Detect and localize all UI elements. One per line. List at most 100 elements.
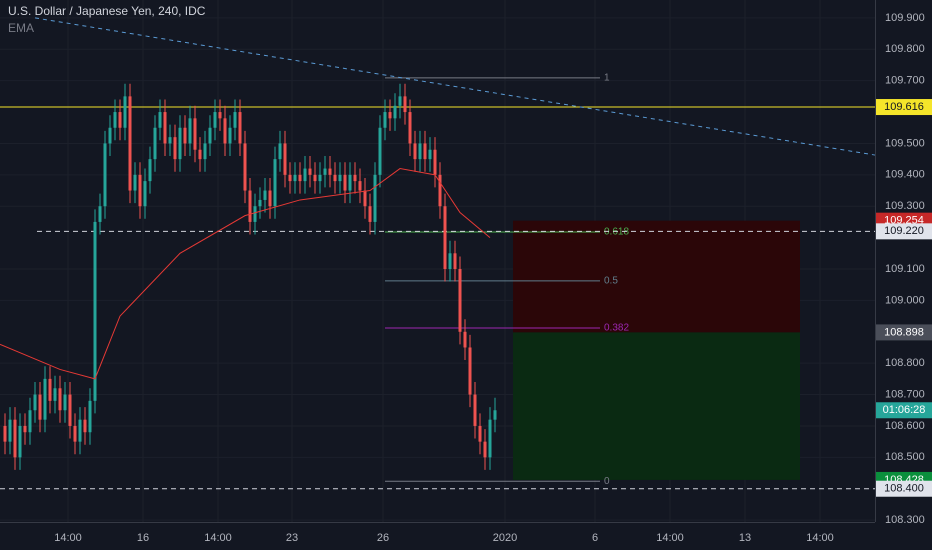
candle-body bbox=[298, 174, 302, 182]
fib-label: 1 bbox=[604, 72, 610, 83]
candle-body bbox=[373, 174, 377, 222]
candle-body bbox=[158, 112, 162, 128]
candle-body bbox=[193, 118, 197, 150]
candle-body bbox=[168, 137, 172, 144]
candle-body bbox=[483, 441, 487, 458]
background-layer bbox=[513, 220, 800, 480]
price-tag: 109.220 bbox=[884, 225, 924, 237]
candle-body bbox=[23, 425, 27, 433]
fib-label: 0.618 bbox=[604, 227, 629, 238]
candle-body bbox=[428, 149, 432, 160]
candle-body bbox=[233, 112, 237, 128]
fib-label: 0.382 bbox=[604, 323, 629, 334]
candle-body bbox=[28, 410, 32, 433]
price-tag: 109.616 bbox=[884, 101, 924, 113]
candle-body bbox=[398, 96, 402, 106]
candle-body bbox=[58, 388, 62, 411]
x-tick-label: 26 bbox=[377, 532, 389, 544]
candle-body bbox=[33, 394, 37, 411]
candle-body bbox=[433, 149, 437, 175]
candle-body bbox=[313, 174, 317, 182]
candle-body bbox=[408, 112, 412, 144]
y-tick-label: 108.600 bbox=[885, 420, 925, 432]
candle-body bbox=[13, 419, 17, 458]
ema-line bbox=[0, 168, 491, 380]
candle-body bbox=[413, 143, 417, 160]
candle-body bbox=[328, 168, 332, 175]
candle-body bbox=[213, 112, 217, 128]
candle-body bbox=[63, 394, 67, 411]
candle-body bbox=[273, 159, 277, 207]
candle-body bbox=[138, 174, 142, 207]
y-tick-label: 109.100 bbox=[885, 263, 925, 275]
candle-body bbox=[198, 149, 202, 160]
candle-body bbox=[148, 159, 152, 182]
x-tick-label: 14:00 bbox=[54, 532, 82, 544]
price-tag: 108.400 bbox=[884, 483, 924, 495]
y-tick-label: 108.300 bbox=[885, 514, 925, 526]
candle-body bbox=[288, 174, 292, 182]
candle-body bbox=[443, 206, 447, 270]
candle-body bbox=[143, 181, 147, 207]
x-tick-label: 23 bbox=[286, 532, 298, 544]
candle-body bbox=[358, 181, 362, 191]
entry-tag: 108.898 bbox=[884, 326, 924, 338]
candle-body bbox=[133, 174, 137, 191]
candle-body bbox=[83, 419, 87, 433]
candle-body bbox=[153, 127, 157, 160]
stop-zone bbox=[513, 220, 800, 333]
candle-body bbox=[203, 143, 207, 160]
candle-body bbox=[88, 400, 92, 433]
y-tick-label: 109.300 bbox=[885, 200, 925, 212]
countdown-tag: 01:06:28 bbox=[883, 404, 926, 416]
candle-body bbox=[363, 190, 367, 207]
candle-body bbox=[228, 127, 232, 144]
candle-body bbox=[403, 96, 407, 113]
candle-body bbox=[338, 174, 342, 182]
candle-body bbox=[323, 168, 327, 175]
candle-body bbox=[78, 419, 82, 442]
x-tick-label: 2020 bbox=[493, 532, 517, 544]
candle-body bbox=[53, 388, 57, 401]
y-tick-label: 109.800 bbox=[885, 43, 925, 55]
candle-body bbox=[48, 378, 52, 401]
candle-body bbox=[218, 112, 222, 119]
candle-body bbox=[453, 253, 457, 270]
x-tick-label: 6 bbox=[592, 532, 598, 544]
y-tick-label: 109.400 bbox=[885, 169, 925, 181]
candle-body bbox=[348, 174, 352, 191]
x-tick-label: 13 bbox=[739, 532, 751, 544]
price-tag-bg bbox=[876, 223, 932, 240]
candle-body bbox=[488, 419, 492, 458]
y-tick-label: 108.700 bbox=[885, 388, 925, 400]
candle-body bbox=[223, 118, 227, 144]
candle-body bbox=[293, 174, 297, 182]
price-tag-bg bbox=[876, 99, 932, 116]
candle-body bbox=[3, 425, 7, 442]
candle-body bbox=[493, 410, 497, 420]
candle-body bbox=[268, 190, 272, 207]
candle-body bbox=[253, 206, 257, 222]
candle-body bbox=[18, 425, 22, 458]
candle-body bbox=[458, 269, 462, 332]
candle-body bbox=[38, 394, 42, 420]
candle-body bbox=[163, 112, 167, 144]
entry-tag-bg bbox=[876, 324, 932, 341]
candle-body bbox=[208, 127, 212, 144]
candle-body bbox=[318, 174, 322, 182]
candle-body bbox=[68, 394, 72, 426]
candle-body bbox=[303, 168, 307, 182]
candle-body bbox=[248, 190, 252, 222]
y-tick-label: 109.500 bbox=[885, 137, 925, 149]
main-layer: 1 0.618 0.5 0.382 0 bbox=[0, 17, 876, 490]
price-tag-bg bbox=[876, 480, 932, 497]
chart-title: U.S. Dollar / Japanese Yen, 240, IDC bbox=[8, 4, 206, 18]
trend-line bbox=[34, 17, 876, 156]
x-tick-label: 14:00 bbox=[806, 532, 834, 544]
candle-body bbox=[128, 96, 132, 191]
candle-body bbox=[243, 143, 247, 191]
candle-body bbox=[283, 143, 287, 175]
candle-body bbox=[468, 347, 472, 395]
candle-body bbox=[108, 127, 112, 144]
